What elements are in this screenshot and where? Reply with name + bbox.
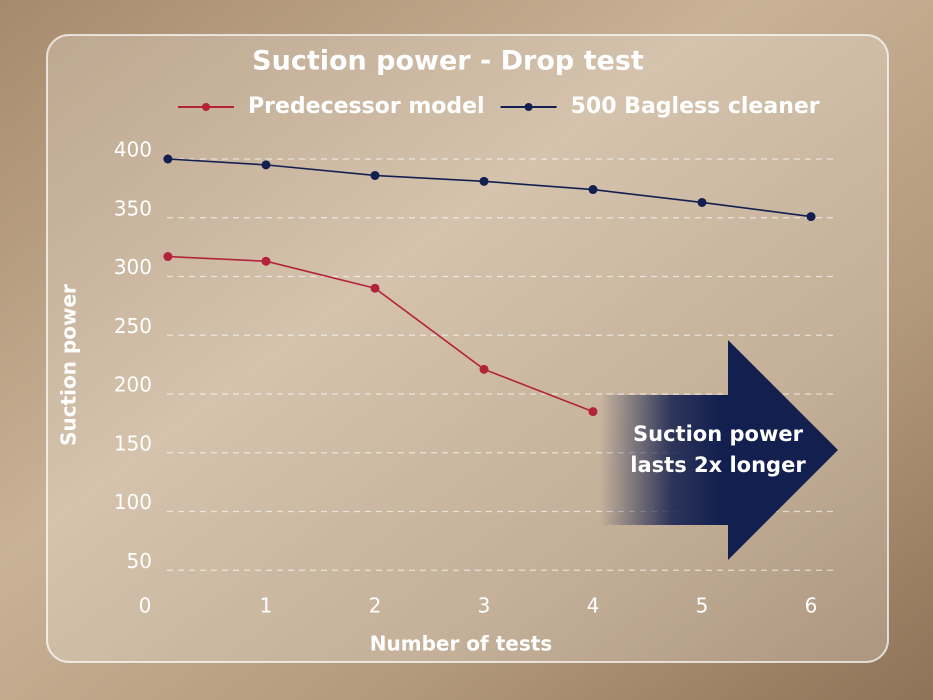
point <box>479 364 489 374</box>
point <box>261 256 271 266</box>
annotation: Suction power <box>633 422 804 446</box>
y-tick-label: 400 <box>114 138 152 162</box>
y-tick-label: 300 <box>114 255 152 279</box>
point <box>370 170 380 180</box>
chart-title: Suction power - Drop test <box>252 46 644 77</box>
x-tick-label: 6 <box>805 594 818 618</box>
point <box>163 154 173 164</box>
y-tick-label: 50 <box>127 549 152 573</box>
x-axis-label: Number of tests <box>370 632 552 656</box>
annotation: lasts 2x longer <box>630 453 806 477</box>
y-tick-label: 150 <box>114 431 152 455</box>
point <box>588 185 598 195</box>
legend-label: 500 Bagless cleaner <box>571 94 820 119</box>
x-tick-label: 5 <box>696 594 709 618</box>
point <box>806 212 816 222</box>
y-tick-label: 350 <box>114 196 152 220</box>
legend-marker <box>202 103 210 111</box>
point <box>588 407 598 417</box>
x-tick-label: 4 <box>587 594 600 618</box>
x-tick-label: 1 <box>260 594 273 618</box>
point <box>697 197 707 207</box>
x-tick-label: 2 <box>369 594 382 618</box>
x-tick-label: 0 <box>139 594 152 618</box>
y-axis-label: Suction power <box>57 284 81 446</box>
point <box>163 252 173 262</box>
point <box>370 283 380 293</box>
point <box>261 160 271 170</box>
y-tick-label: 100 <box>114 490 152 514</box>
panel <box>46 34 889 663</box>
y-tick-label: 250 <box>114 314 152 338</box>
y-tick-label: 200 <box>114 373 152 397</box>
x-tick-label: 3 <box>478 594 491 618</box>
legend-label: Predecessor model <box>248 94 485 119</box>
arrow <box>600 340 838 560</box>
point <box>479 176 489 186</box>
legend-marker <box>524 103 533 111</box>
